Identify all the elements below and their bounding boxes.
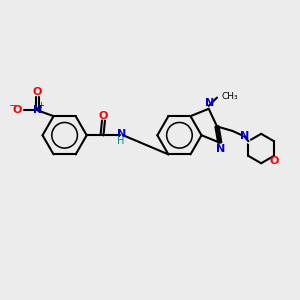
Text: O: O (13, 105, 22, 115)
Text: CH₃: CH₃ (221, 92, 238, 100)
Text: +: + (38, 101, 44, 110)
Text: H: H (118, 136, 125, 146)
Text: N: N (205, 98, 214, 109)
Text: N: N (116, 129, 126, 140)
Text: N: N (33, 105, 42, 115)
Text: −: − (9, 101, 17, 111)
Text: O: O (99, 110, 108, 121)
Text: N: N (240, 131, 249, 142)
Text: O: O (33, 87, 42, 97)
Text: O: O (270, 156, 279, 166)
Text: N: N (216, 143, 225, 154)
